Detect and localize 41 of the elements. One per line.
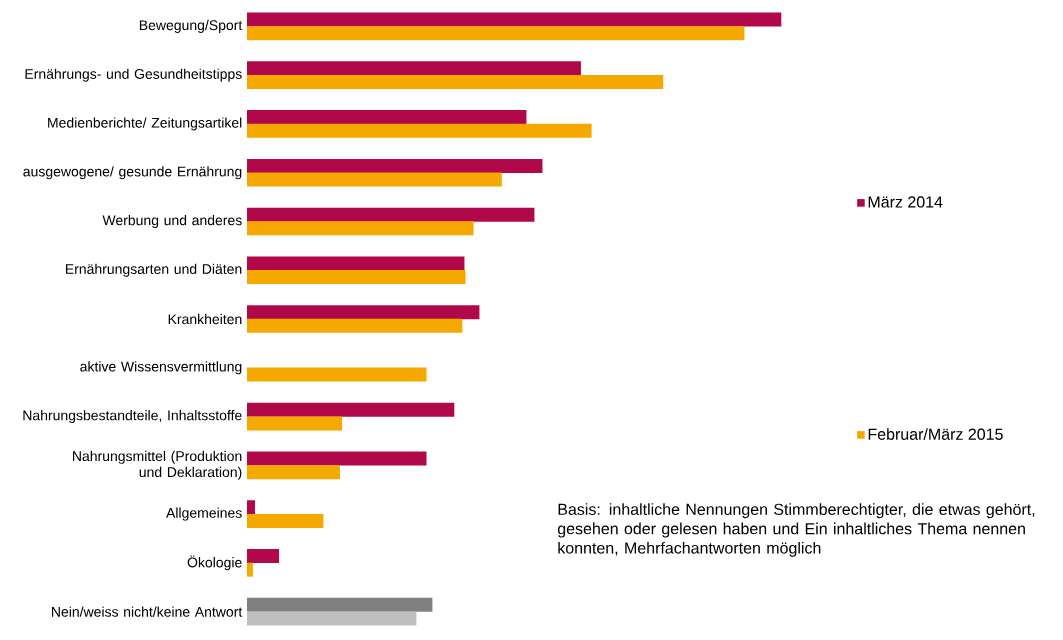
y-tick-label: Nein/weiss nicht/keine Antwort [52, 606, 243, 617]
bar [247, 318, 463, 333]
bar [247, 74, 664, 89]
y-tick-label: Ernährungsarten und Diäten [65, 263, 242, 277]
bar [247, 562, 253, 577]
bar [247, 597, 433, 612]
bar [247, 465, 340, 480]
bar [247, 416, 343, 431]
y-tick-label: aktive Wissensvermittlung [80, 361, 242, 375]
bar [247, 451, 427, 466]
bar [247, 256, 465, 271]
legend-label: Februar/März 2015 [868, 428, 1003, 440]
bar [247, 611, 417, 626]
bar [247, 207, 535, 222]
bar [247, 549, 280, 564]
bar [247, 221, 474, 236]
bar [247, 12, 782, 27]
y-tick-label: Ökologie [187, 555, 242, 571]
bar [247, 402, 455, 417]
bar [247, 61, 581, 76]
bar [247, 270, 466, 285]
bar [247, 305, 480, 320]
y-tick-label: ausgewogene/ gesunde Ernährung [23, 166, 242, 180]
legend-label: März 2014 [868, 196, 943, 208]
y-tick-label: Nahrungsmittel (Produktion und Deklaration) [73, 450, 242, 480]
bar [247, 26, 745, 41]
bar [247, 110, 527, 125]
bar [247, 513, 324, 528]
bar [247, 158, 543, 173]
y-tick-label: Werbung und anderes [102, 214, 242, 228]
bar [247, 172, 502, 187]
y-tick-label: Medienberichte/ Zeitungsartikel [48, 117, 242, 131]
bar [247, 500, 256, 515]
y-tick-label: Krankheiten [168, 313, 242, 325]
annotation: Basis: inhaltliche Nennungen Stimmberechtigter, die etwas gehört, gesehen oder gelesen haben und Ein inhaltliches Thema nennen konnten, Mehrfachantworten möglich [557, 503, 1035, 557]
y-tick-label: Nahrungsbestandteile, Inhaltsstoffe [23, 410, 242, 424]
y-tick-label: Ernährungs- und Gesundheitstipps [25, 68, 242, 82]
bar [247, 367, 427, 382]
y-tick-label: Allgemeines [166, 507, 242, 521]
bar [247, 123, 592, 138]
y-tick-label: Bewegung/Sport [139, 19, 243, 33]
